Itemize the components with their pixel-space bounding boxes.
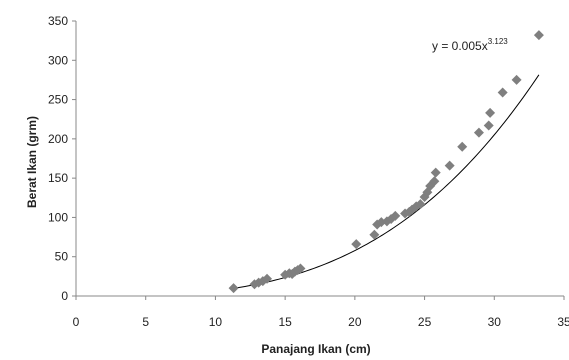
x-tick-label: 20 <box>348 315 362 329</box>
equation-exponent: 3.123 <box>488 37 509 46</box>
x-tick-label: 5 <box>142 315 149 329</box>
trendline-equation: y = 0.005x3.123 <box>432 37 508 53</box>
data-point <box>295 263 306 274</box>
x-tick-label: 25 <box>418 315 432 329</box>
data-point <box>430 167 441 178</box>
y-tick-label: 150 <box>48 171 68 185</box>
x-tick-label: 35 <box>557 315 569 329</box>
data-point <box>511 74 522 85</box>
data-point <box>415 199 426 210</box>
data-point <box>485 107 496 118</box>
x-tick-label: 10 <box>209 315 223 329</box>
data-point <box>228 283 239 294</box>
x-axis: 0 5 10 15 20 25 30 35 <box>73 295 569 329</box>
y-tick-label: 250 <box>48 93 68 107</box>
trendline-group <box>233 74 540 289</box>
y-axis: 0 50 100 150 200 250 300 350 <box>48 14 77 303</box>
data-point <box>444 160 455 171</box>
data-point <box>483 120 494 131</box>
data-point <box>390 210 401 221</box>
equation-base: y = 0.005x <box>432 39 488 53</box>
y-tick-label: 50 <box>55 250 69 264</box>
y-tick-label: 350 <box>48 14 68 28</box>
data-point <box>497 87 508 98</box>
trendline <box>233 74 540 289</box>
data-point <box>473 127 484 138</box>
data-point <box>533 30 544 41</box>
x-tick-label: 15 <box>278 315 292 329</box>
y-axis-title: Berat Ikan (grm) <box>25 116 39 208</box>
x-tick-label: 30 <box>488 315 502 329</box>
y-tick-label: 0 <box>61 289 68 303</box>
y-tick-label: 300 <box>48 53 68 67</box>
data-point <box>457 141 468 152</box>
data-points <box>228 30 544 294</box>
x-axis-title: Panajang Ikan (cm) <box>261 342 370 356</box>
data-point <box>429 176 440 187</box>
data-point <box>351 239 362 250</box>
x-tick-label: 0 <box>73 315 80 329</box>
y-tick-label: 200 <box>48 132 68 146</box>
y-tick-label: 100 <box>48 210 68 224</box>
data-point <box>369 229 380 240</box>
data-point <box>262 273 273 284</box>
